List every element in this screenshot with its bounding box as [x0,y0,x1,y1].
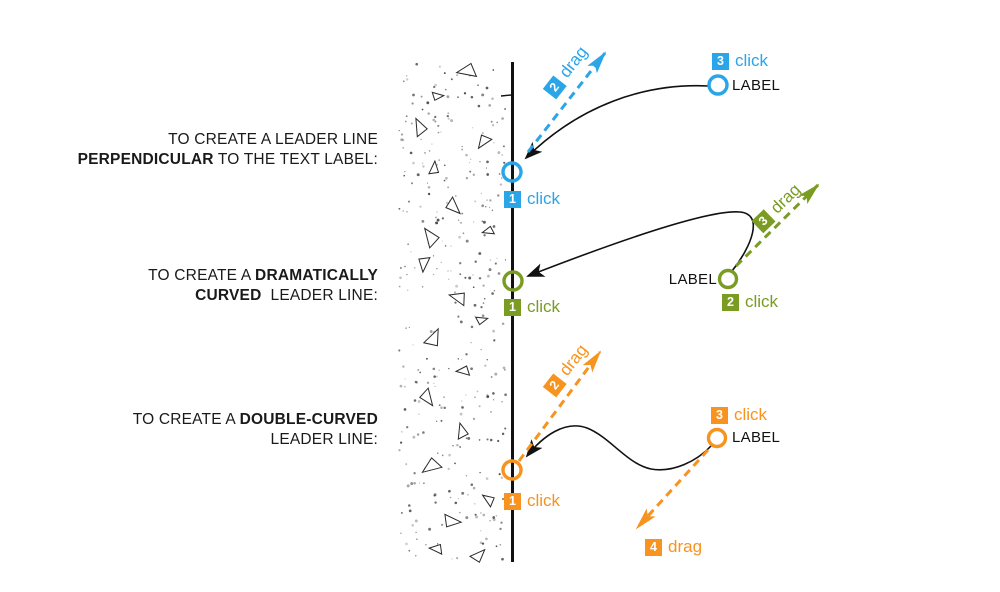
instruction-text: TO CREATE A [148,267,256,284]
leader-curve-dramatic [526,211,755,277]
instruction-text-bold: DRAMATICALLY [255,267,378,284]
drag-arrow-blue [526,51,607,153]
label-anchor-circle-blue [707,74,729,96]
step-green-wall-click: 1 click [504,297,560,317]
step-orange-wall-click: 1 click [504,491,560,511]
step-number-badge: 3 [712,52,729,70]
step-action-label: click [734,405,768,424]
drag-arrow-orange-up [517,350,602,462]
drag-arrow-orange-down [635,448,710,530]
instruction-perpendicular: TO CREATE A LEADER LINE PERPENDICULAR TO… [48,130,378,170]
text-label-green: LABEL [668,271,717,288]
instruction-text-bold: PERPENDICULAR [77,151,214,168]
wall-anchor-circle-orange [501,459,523,481]
step-number-badge: 1 [504,190,521,208]
instruction-text: TO CREATE A LEADER LINE [168,131,378,148]
step-number-badge: 4 [645,538,662,556]
label-anchor-circle-green [717,268,739,290]
step-green-label-click: 2 click [722,292,778,312]
step-number-badge: 1 [504,492,521,510]
wall-anchor-circle-blue [501,161,523,183]
wall-anchor-circle-green [502,270,524,292]
instruction-text-bold: CURVED [195,287,262,304]
instruction-text-bold: DOUBLE-CURVED [239,411,378,428]
step-action-label: click [735,51,769,70]
step-action-label: click [745,292,779,311]
instruction-text: TO CREATE A [132,411,240,428]
instruction-dramatic: TO CREATE A DRAMATICALLY CURVED LEADER L… [48,266,378,306]
instruction-double-curved: TO CREATE A DOUBLE-CURVED LEADER LINE: [48,410,378,450]
wall-texture [398,62,507,564]
step-action-label: drag [668,537,703,556]
step-action-label: click [527,297,561,316]
step-action-label: click [527,491,561,510]
instruction-text: LEADER LINE: [261,287,378,304]
wall-tick-mark [500,94,512,97]
instruction-text: TO THE TEXT LABEL: [213,151,378,168]
drag-arrow-green [734,183,820,268]
step-blue-label-click: 3 click [712,51,768,71]
step-orange-drag-down: 4 drag [645,537,702,557]
text-label-blue: LABEL [732,77,781,94]
step-number-badge: 1 [504,298,521,316]
leader-curve-double [525,425,712,471]
leader-curve-perpendicular [524,84,709,160]
step-action-label: click [527,189,561,208]
step-blue-wall-click: 1 click [504,189,560,209]
label-anchor-circle-orange [706,427,728,449]
text-label-orange: LABEL [732,429,781,446]
step-orange-label-click: 3 click [711,405,767,425]
step-number-badge: 3 [711,406,728,424]
instruction-text: LEADER LINE: [270,431,378,448]
step-number-badge: 2 [722,293,739,311]
